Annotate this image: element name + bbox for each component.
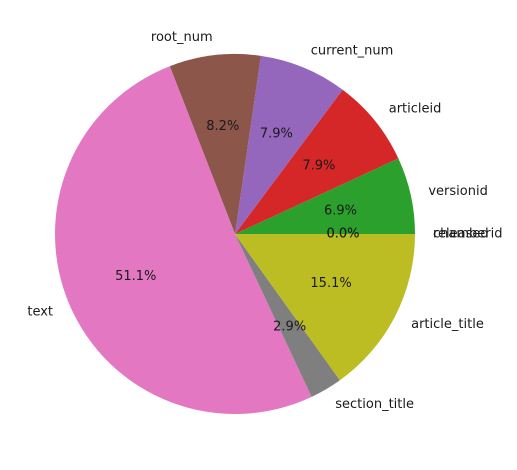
category-labels: versionid articleid current_num root_numtex…: [27, 30, 502, 412]
pct-label-root-num: 8.2%: [206, 119, 239, 134]
pct-label-released: 0.0%: [326, 227, 359, 242]
pct-label-articleid: 7.9%: [302, 158, 335, 173]
slice-current-num: [235, 55, 343, 234]
category-label-root-num: root_num: [151, 30, 213, 45]
category-label-text: text: [27, 305, 53, 320]
pct-label-current-num: 7.9%: [260, 127, 293, 142]
percentage-labels: 6.9%7.9%7.9%8.2%51.1%2.9%15.1%0.0%0.0%: [115, 119, 359, 334]
slice-text: [54, 66, 312, 415]
slice-article-title: [235, 234, 415, 381]
slice-articleid: [235, 89, 399, 234]
category-label-current-num: current_num: [311, 44, 394, 59]
category-label-versionid: versionid: [428, 184, 487, 199]
pct-label-text: 51.1%: [115, 269, 156, 284]
category-label-article-title: article_title: [411, 317, 484, 332]
category-label-articleid: articleid: [389, 102, 442, 117]
pct-label-article-title: 15.1%: [310, 276, 351, 291]
category-label-section-title: section_title: [335, 397, 414, 412]
slice-versionid: [235, 158, 415, 234]
category-label-released: released: [433, 227, 489, 242]
pct-label-versionid: 6.9%: [324, 203, 357, 218]
category-label-chamberid: chamberid: [433, 227, 502, 242]
pct-label-section-title: 2.9%: [273, 320, 306, 335]
slice-root-num: [169, 53, 261, 234]
pie-slices: [54, 53, 415, 415]
pct-label-chamberid: 0.0%: [326, 227, 359, 242]
slice-section-title: [235, 234, 340, 397]
